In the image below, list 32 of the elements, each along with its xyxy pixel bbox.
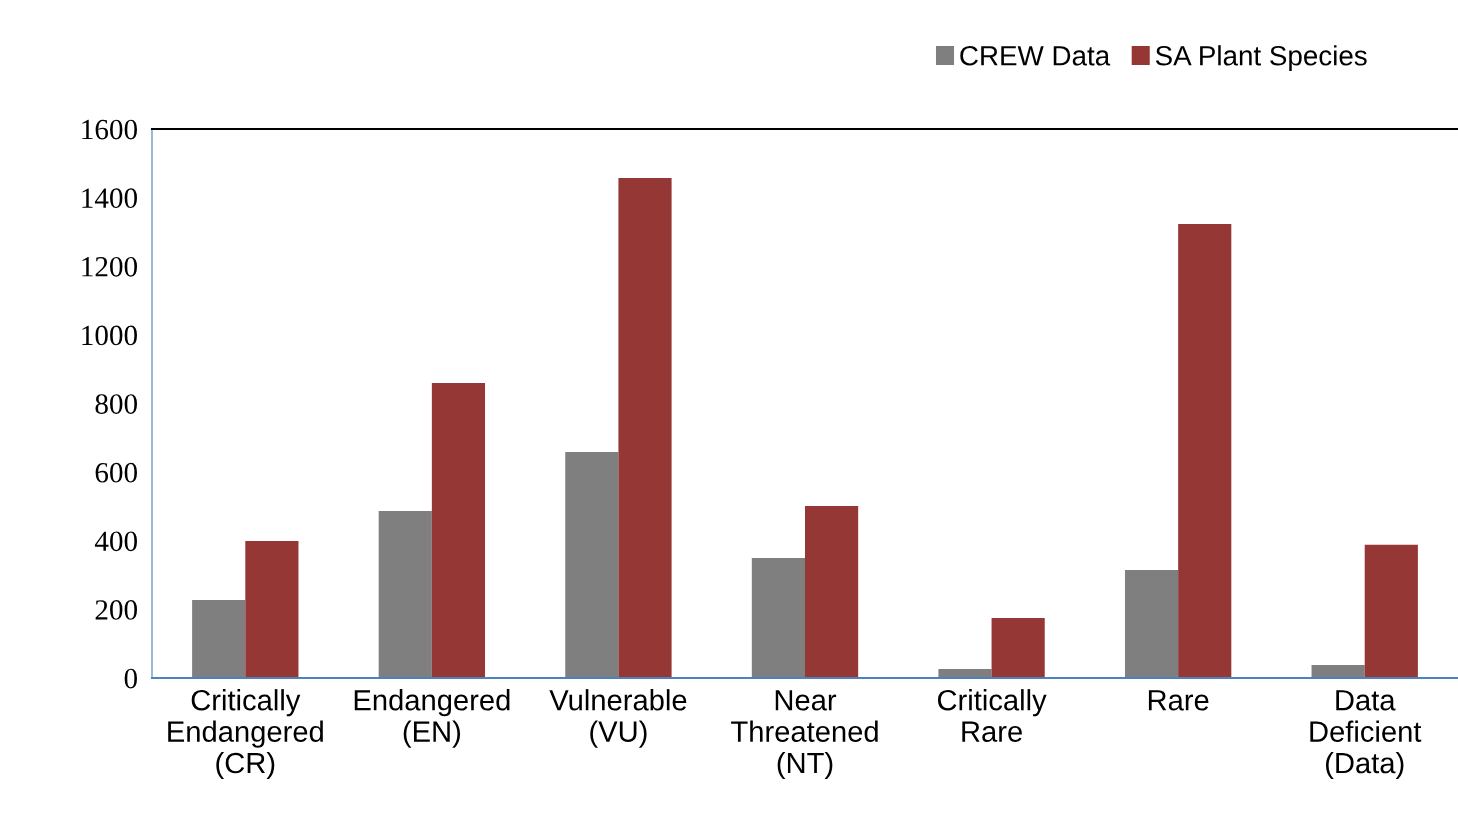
legend-label: CREW Data [960,45,1111,66]
bar [618,178,672,678]
bar [431,382,486,678]
y-tick-label: 1600 [82,119,137,140]
bar [565,451,619,678]
bar [751,557,805,678]
bar [1178,224,1232,678]
x-tick-label: Endangered (EN) [354,689,510,748]
bar [192,600,246,678]
bar [1311,664,1365,678]
y-tick-label: 200 [95,600,137,620]
bar [245,541,299,678]
y-tick-label: 1000 [82,325,137,346]
y-tick-label: 1400 [82,188,137,209]
legend-label: SA Plant Species [1155,45,1367,72]
x-tick-label: Critically Endangered (CR) [168,689,323,780]
bar [805,506,859,678]
x-tick-label: Data Deficient (Data) [1310,690,1422,780]
x-tick-label: Near Threatened (NT) [731,690,878,780]
y-tick-label: 600 [95,462,137,483]
x-tick-label: Rare [1148,690,1209,711]
y-tick-label: 1200 [82,256,137,277]
bar [378,510,432,678]
bar [938,669,992,678]
y-tick-label: 0 [124,668,137,689]
bar [1124,569,1179,678]
y-tick-label: 800 [95,394,137,414]
x-tick-label: Vulnerable (VU) [549,689,687,748]
x-tick-label: Critically Rare [937,689,1047,742]
bar [1364,544,1418,678]
y-tick-label: 400 [94,531,137,552]
bar [991,617,1045,678]
